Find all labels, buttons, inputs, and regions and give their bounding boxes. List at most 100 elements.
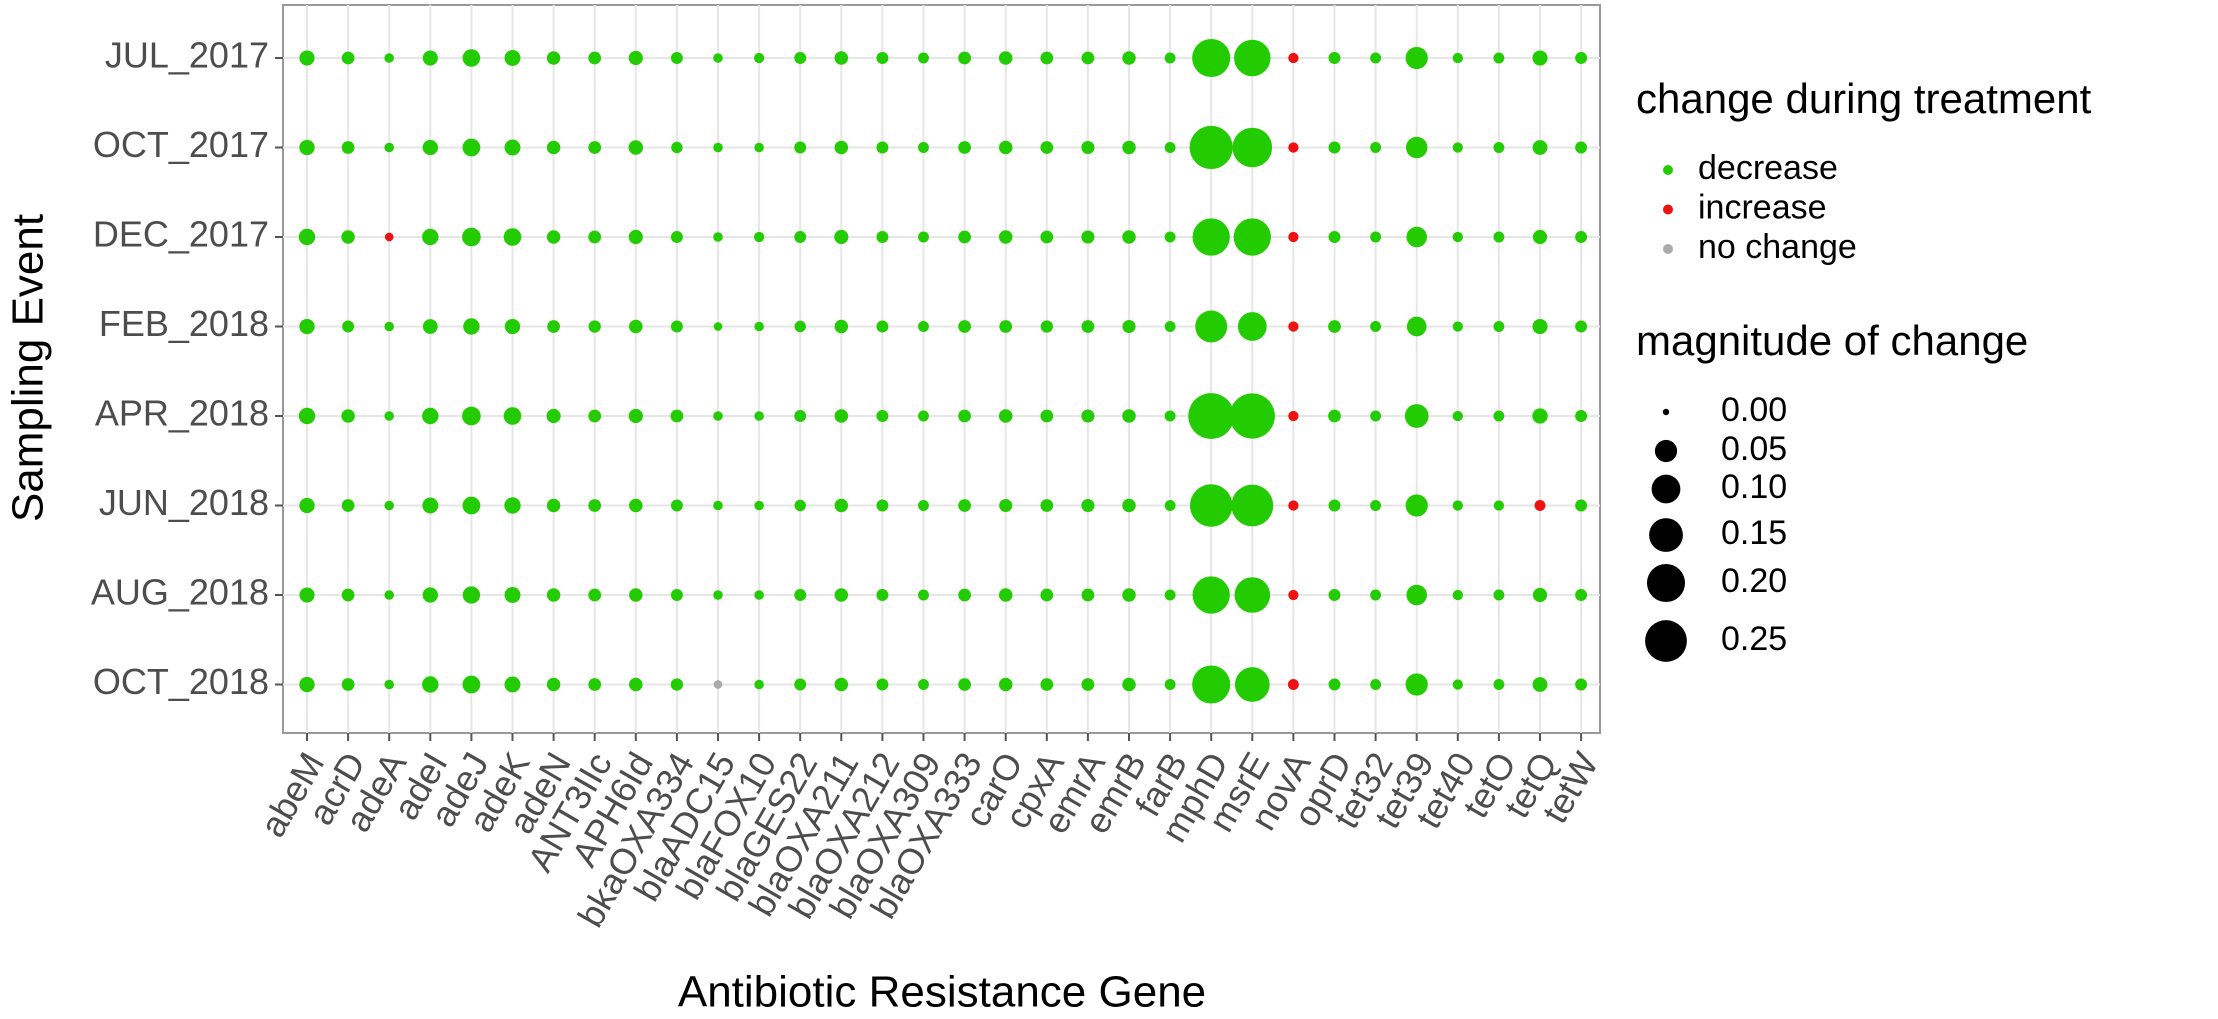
dot <box>1040 230 1054 244</box>
dot <box>1493 500 1505 511</box>
dot <box>998 51 1013 65</box>
dot <box>794 499 806 512</box>
dot <box>422 407 439 425</box>
dot <box>1164 679 1176 690</box>
dot <box>1370 52 1382 64</box>
color-legend-title: change during treatment <box>1636 75 2092 122</box>
dot <box>298 228 316 246</box>
dot <box>670 231 683 243</box>
dot <box>1122 588 1136 602</box>
dot <box>1081 588 1095 602</box>
dot <box>1189 484 1233 527</box>
dot <box>794 52 807 64</box>
dot <box>1370 321 1382 332</box>
dot <box>1493 321 1505 332</box>
dot <box>341 51 355 65</box>
dot <box>1405 673 1428 696</box>
legend-label: increase <box>1698 188 1827 226</box>
dot <box>1164 142 1176 153</box>
dot <box>1328 678 1341 691</box>
dot <box>1452 52 1463 64</box>
dot <box>1229 393 1275 439</box>
dot <box>1287 679 1299 690</box>
dot <box>1231 484 1274 527</box>
dot <box>546 140 561 155</box>
dot <box>422 50 438 66</box>
dot <box>834 319 849 334</box>
dot <box>546 588 561 602</box>
dot <box>1164 589 1176 601</box>
dot <box>1406 584 1427 606</box>
legend-label: decrease <box>1698 149 1838 187</box>
dot <box>1575 589 1588 601</box>
plot-panel <box>282 4 1601 734</box>
dot <box>1040 678 1054 691</box>
dot <box>958 588 971 602</box>
dot <box>876 589 889 601</box>
dot <box>1370 679 1382 690</box>
dot <box>1575 499 1588 512</box>
dot <box>670 678 684 691</box>
dot <box>1122 140 1136 155</box>
y-tick-label: FEB_2018 <box>99 303 269 344</box>
dot <box>958 320 971 333</box>
dot <box>1405 136 1428 159</box>
dot <box>834 229 849 245</box>
dot <box>753 52 765 64</box>
dot <box>629 677 643 692</box>
dot <box>713 142 723 153</box>
dot <box>1192 38 1231 78</box>
dot <box>384 232 394 242</box>
dot <box>1081 140 1095 155</box>
dot <box>918 321 929 332</box>
legend-key <box>1663 165 1673 175</box>
dot <box>918 231 929 243</box>
dot <box>546 408 561 424</box>
dot <box>713 680 723 689</box>
dot <box>834 677 849 692</box>
dot <box>1370 231 1382 243</box>
dot <box>1164 410 1176 422</box>
dot <box>588 320 601 333</box>
dot <box>834 51 849 65</box>
dot <box>1192 576 1230 614</box>
dot <box>1040 141 1054 154</box>
dot <box>958 499 971 512</box>
size-legend-label: 0.15 <box>1721 514 1787 552</box>
dot <box>462 49 481 67</box>
dot <box>876 141 889 154</box>
dot <box>1493 410 1505 422</box>
dot <box>1234 39 1271 77</box>
y-tick-label: OCT_2017 <box>93 124 269 165</box>
dot <box>1328 231 1341 243</box>
legend-label: no change <box>1698 228 1857 266</box>
y-tick-label: OCT_2018 <box>93 661 269 702</box>
dot <box>918 142 929 153</box>
dot <box>834 409 849 423</box>
dot <box>999 320 1013 333</box>
dot <box>1575 52 1588 64</box>
dot <box>958 51 971 65</box>
dot <box>462 675 481 694</box>
dot <box>1288 321 1299 332</box>
dot <box>1122 677 1136 692</box>
dot <box>958 141 971 154</box>
dot <box>834 498 849 513</box>
dot <box>1370 589 1382 601</box>
dot <box>628 408 643 424</box>
dot <box>958 230 971 244</box>
size-legend-label: 0.10 <box>1721 468 1787 506</box>
dot <box>422 587 438 603</box>
dot <box>1328 589 1341 601</box>
size-legend-key <box>1649 518 1683 552</box>
dot <box>918 679 929 690</box>
dot <box>1288 142 1299 153</box>
dot <box>1532 140 1548 155</box>
dot <box>1081 230 1095 244</box>
dot <box>299 318 315 335</box>
dot <box>422 319 438 334</box>
dot <box>341 678 355 691</box>
dot <box>876 231 889 243</box>
dot <box>1164 500 1176 511</box>
